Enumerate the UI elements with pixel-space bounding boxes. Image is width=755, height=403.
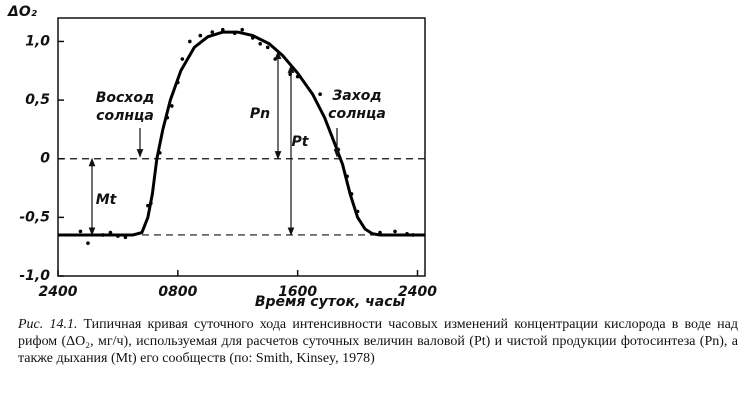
data-point: [180, 57, 185, 61]
curve: [58, 30, 425, 237]
sunset-label: Заход: [332, 88, 381, 104]
caption-label: Рис. 14.1.: [18, 317, 78, 332]
data-point: [273, 57, 278, 61]
data-point: [295, 74, 300, 79]
caption: Рис. 14.1. Типичная кривая суточного хода…: [18, 316, 738, 367]
x-tick-label: 2400: [398, 284, 437, 300]
x-tick-label: 2400: [39, 284, 78, 300]
data-point: [146, 203, 150, 208]
data-point: [123, 235, 128, 240]
x-tick-label: 1600: [278, 284, 317, 300]
data-point: [149, 201, 153, 206]
pn-label: Pn: [250, 106, 270, 122]
caption-text: Типичная кривая суточного хода интенсивн…: [18, 317, 738, 366]
y-tick-label: 0: [40, 151, 50, 167]
data-point: [101, 233, 105, 237]
data-point: [355, 209, 360, 214]
y-tick-label: 0,5: [25, 92, 50, 108]
data-point: [165, 115, 170, 120]
data-point: [220, 27, 225, 32]
sunrise-label: Восход: [96, 90, 155, 106]
data-point: [170, 104, 174, 108]
data-point: [232, 31, 237, 36]
data-point: [240, 27, 245, 32]
y-tick-label: -1,0: [19, 268, 50, 284]
data-point: [176, 80, 180, 85]
sunset-label: солнца: [328, 106, 386, 122]
data-point: [378, 230, 382, 235]
data-point: [411, 233, 415, 237]
pt-label: Pt: [292, 134, 310, 150]
data-point: [116, 234, 120, 238]
sunrise-label: солнца: [96, 108, 154, 124]
y-axis-label: ΔO₂: [7, 4, 38, 20]
data-point: [405, 231, 409, 236]
data-point: [188, 39, 192, 44]
data-point: [265, 45, 270, 50]
y-tick-label: -0,5: [19, 209, 50, 225]
data-point: [108, 230, 113, 235]
chart: ΔO₂ Время суток, часы 1,00,50-0,5-1,0240…: [7, 4, 437, 310]
data-point: [349, 192, 354, 196]
data-point: [345, 174, 349, 179]
plot-frame: [57, 17, 426, 277]
data-point: [158, 151, 162, 155]
y-tick-label: 1,0: [25, 33, 50, 49]
data-point: [210, 30, 215, 34]
data-point: [86, 241, 90, 245]
data-point: [78, 229, 83, 234]
x-axis-label: Время суток, часы: [255, 294, 406, 310]
data-point: [393, 229, 397, 234]
data-point: [250, 36, 255, 40]
data-point: [258, 42, 263, 46]
data-point: [318, 92, 322, 97]
x-tick-label: 0800: [158, 284, 197, 300]
data-point: [198, 33, 203, 38]
mt-label: Mt: [96, 192, 118, 208]
